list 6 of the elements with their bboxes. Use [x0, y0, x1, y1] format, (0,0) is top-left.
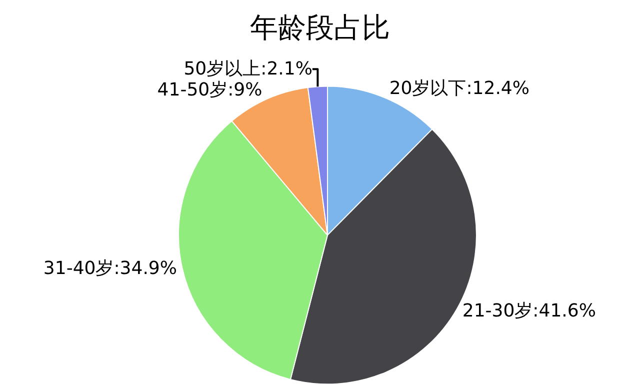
chart-title: 年龄段占比 — [250, 11, 390, 44]
slice-label: 20岁以下:12.4% — [389, 78, 530, 99]
slice-label: 31-40岁:34.9% — [43, 258, 177, 280]
slice-label: 50岁以上:2.1% — [184, 58, 312, 80]
slice-label: 41-50岁:9% — [157, 80, 262, 101]
slice-label: 21-30岁:41.6% — [462, 300, 596, 322]
